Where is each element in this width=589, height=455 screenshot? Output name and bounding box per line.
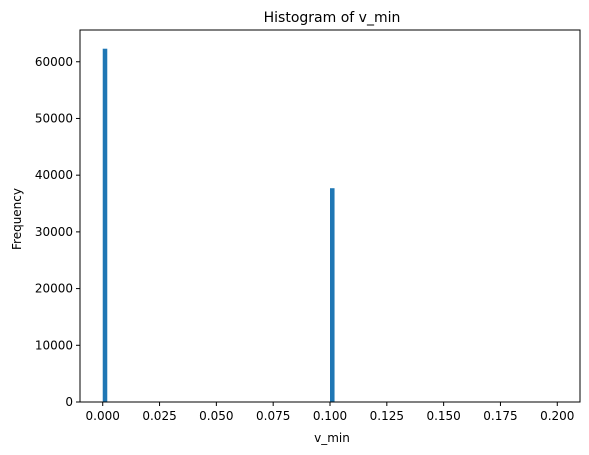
x-tick-label: 0.200 bbox=[540, 409, 574, 423]
histogram-bar-1 bbox=[330, 188, 335, 402]
y-axis-ticks: 0 10000 20000 30000 40000 50000 60000 bbox=[35, 55, 80, 409]
y-tick-label: 40000 bbox=[35, 168, 73, 182]
x-axis-ticks: 0.000 0.025 0.050 0.075 0.100 0.125 0.150 0.175… bbox=[86, 402, 574, 423]
x-tick-label: 0.000 bbox=[86, 409, 120, 423]
y-tick-label: 20000 bbox=[35, 282, 73, 296]
plot-frame bbox=[79, 29, 581, 403]
x-tick-label: 0.150 bbox=[426, 409, 460, 423]
y-tick-label: 60000 bbox=[35, 55, 73, 69]
x-tick-label: 0.100 bbox=[313, 409, 347, 423]
y-tick-label: 50000 bbox=[35, 111, 73, 125]
histogram-bar-0 bbox=[102, 48, 108, 403]
x-tick-label: 0.175 bbox=[483, 409, 517, 423]
y-tick-label: 30000 bbox=[35, 225, 73, 239]
bars-group bbox=[102, 48, 335, 403]
x-tick-label: 0.025 bbox=[142, 409, 176, 423]
y-axis-label: Frequency bbox=[10, 188, 24, 250]
y-tick-label: 0 bbox=[65, 395, 73, 409]
y-tick-label: 10000 bbox=[35, 338, 73, 352]
x-tick-label: 0.125 bbox=[370, 409, 404, 423]
x-tick-label: 0.050 bbox=[199, 409, 233, 423]
chart-title: Histogram of v_min bbox=[264, 10, 401, 26]
x-axis-label: v_min bbox=[314, 431, 350, 445]
x-tick-label: 0.075 bbox=[256, 409, 290, 423]
